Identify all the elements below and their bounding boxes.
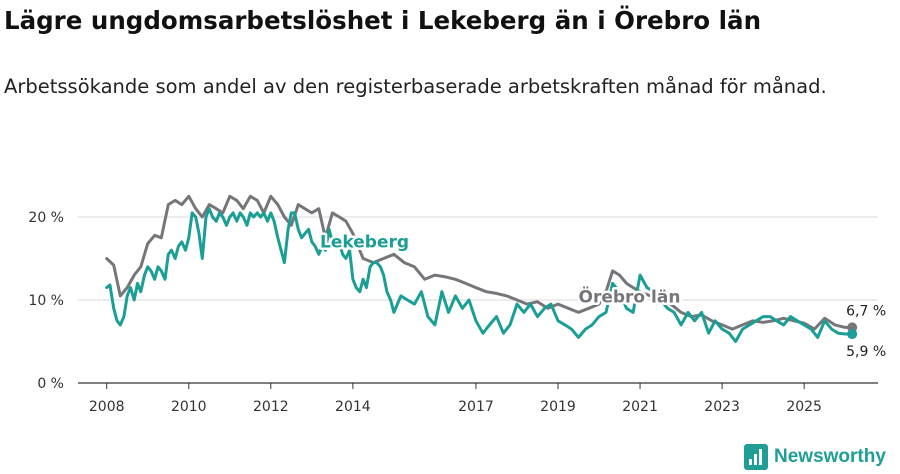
- x-tick-label: 2019: [540, 399, 576, 415]
- series-line-lekeberg: [105, 207, 854, 343]
- brand-name: Newsworthy: [774, 446, 886, 467]
- x-tick-label: 2012: [253, 399, 289, 415]
- x-tick-label: 2014: [335, 399, 371, 415]
- y-tick-label: 0 %: [37, 376, 64, 392]
- chart-subtitle: Arbetssökande som andel av den registerb…: [4, 75, 827, 98]
- y-tick-labels: 0 % 10 % 20 %: [28, 210, 64, 392]
- y-tick-label: 10 %: [28, 293, 64, 309]
- series-annotations: Lekeberg Örebro län: [318, 230, 683, 310]
- series-line--rebro-l-n: [105, 194, 854, 331]
- series-lines: [105, 194, 858, 343]
- chart-title: Lägre ungdomsarbetslöshet i Lekeberg än …: [4, 6, 762, 35]
- x-tick-labels: 2008 2010 2012 2014 2017 2019 2021 2023 2025: [89, 383, 822, 415]
- brand-logo: Newsworthy: [744, 444, 886, 470]
- bar-chart-icon: [744, 444, 768, 470]
- x-tick-label: 2023: [704, 399, 740, 415]
- x-tick-label: 2010: [171, 399, 207, 415]
- series-end-point: [847, 329, 858, 340]
- end-label: 6,7 %: [846, 303, 886, 319]
- x-tick-label: 2025: [786, 399, 822, 415]
- end-label: 5,9 %: [846, 344, 886, 360]
- y-tick-label: 20 %: [28, 210, 64, 226]
- series-annotation: Örebro län: [579, 285, 681, 307]
- end-labels: 6,7 % 5,9 %: [846, 303, 886, 360]
- x-tick-label: 2008: [89, 399, 125, 415]
- grid-lines: [78, 216, 878, 384]
- x-tick-label: 2021: [622, 399, 658, 415]
- x-tick-label: 2017: [458, 399, 494, 415]
- series-annotation: Lekeberg: [320, 233, 409, 253]
